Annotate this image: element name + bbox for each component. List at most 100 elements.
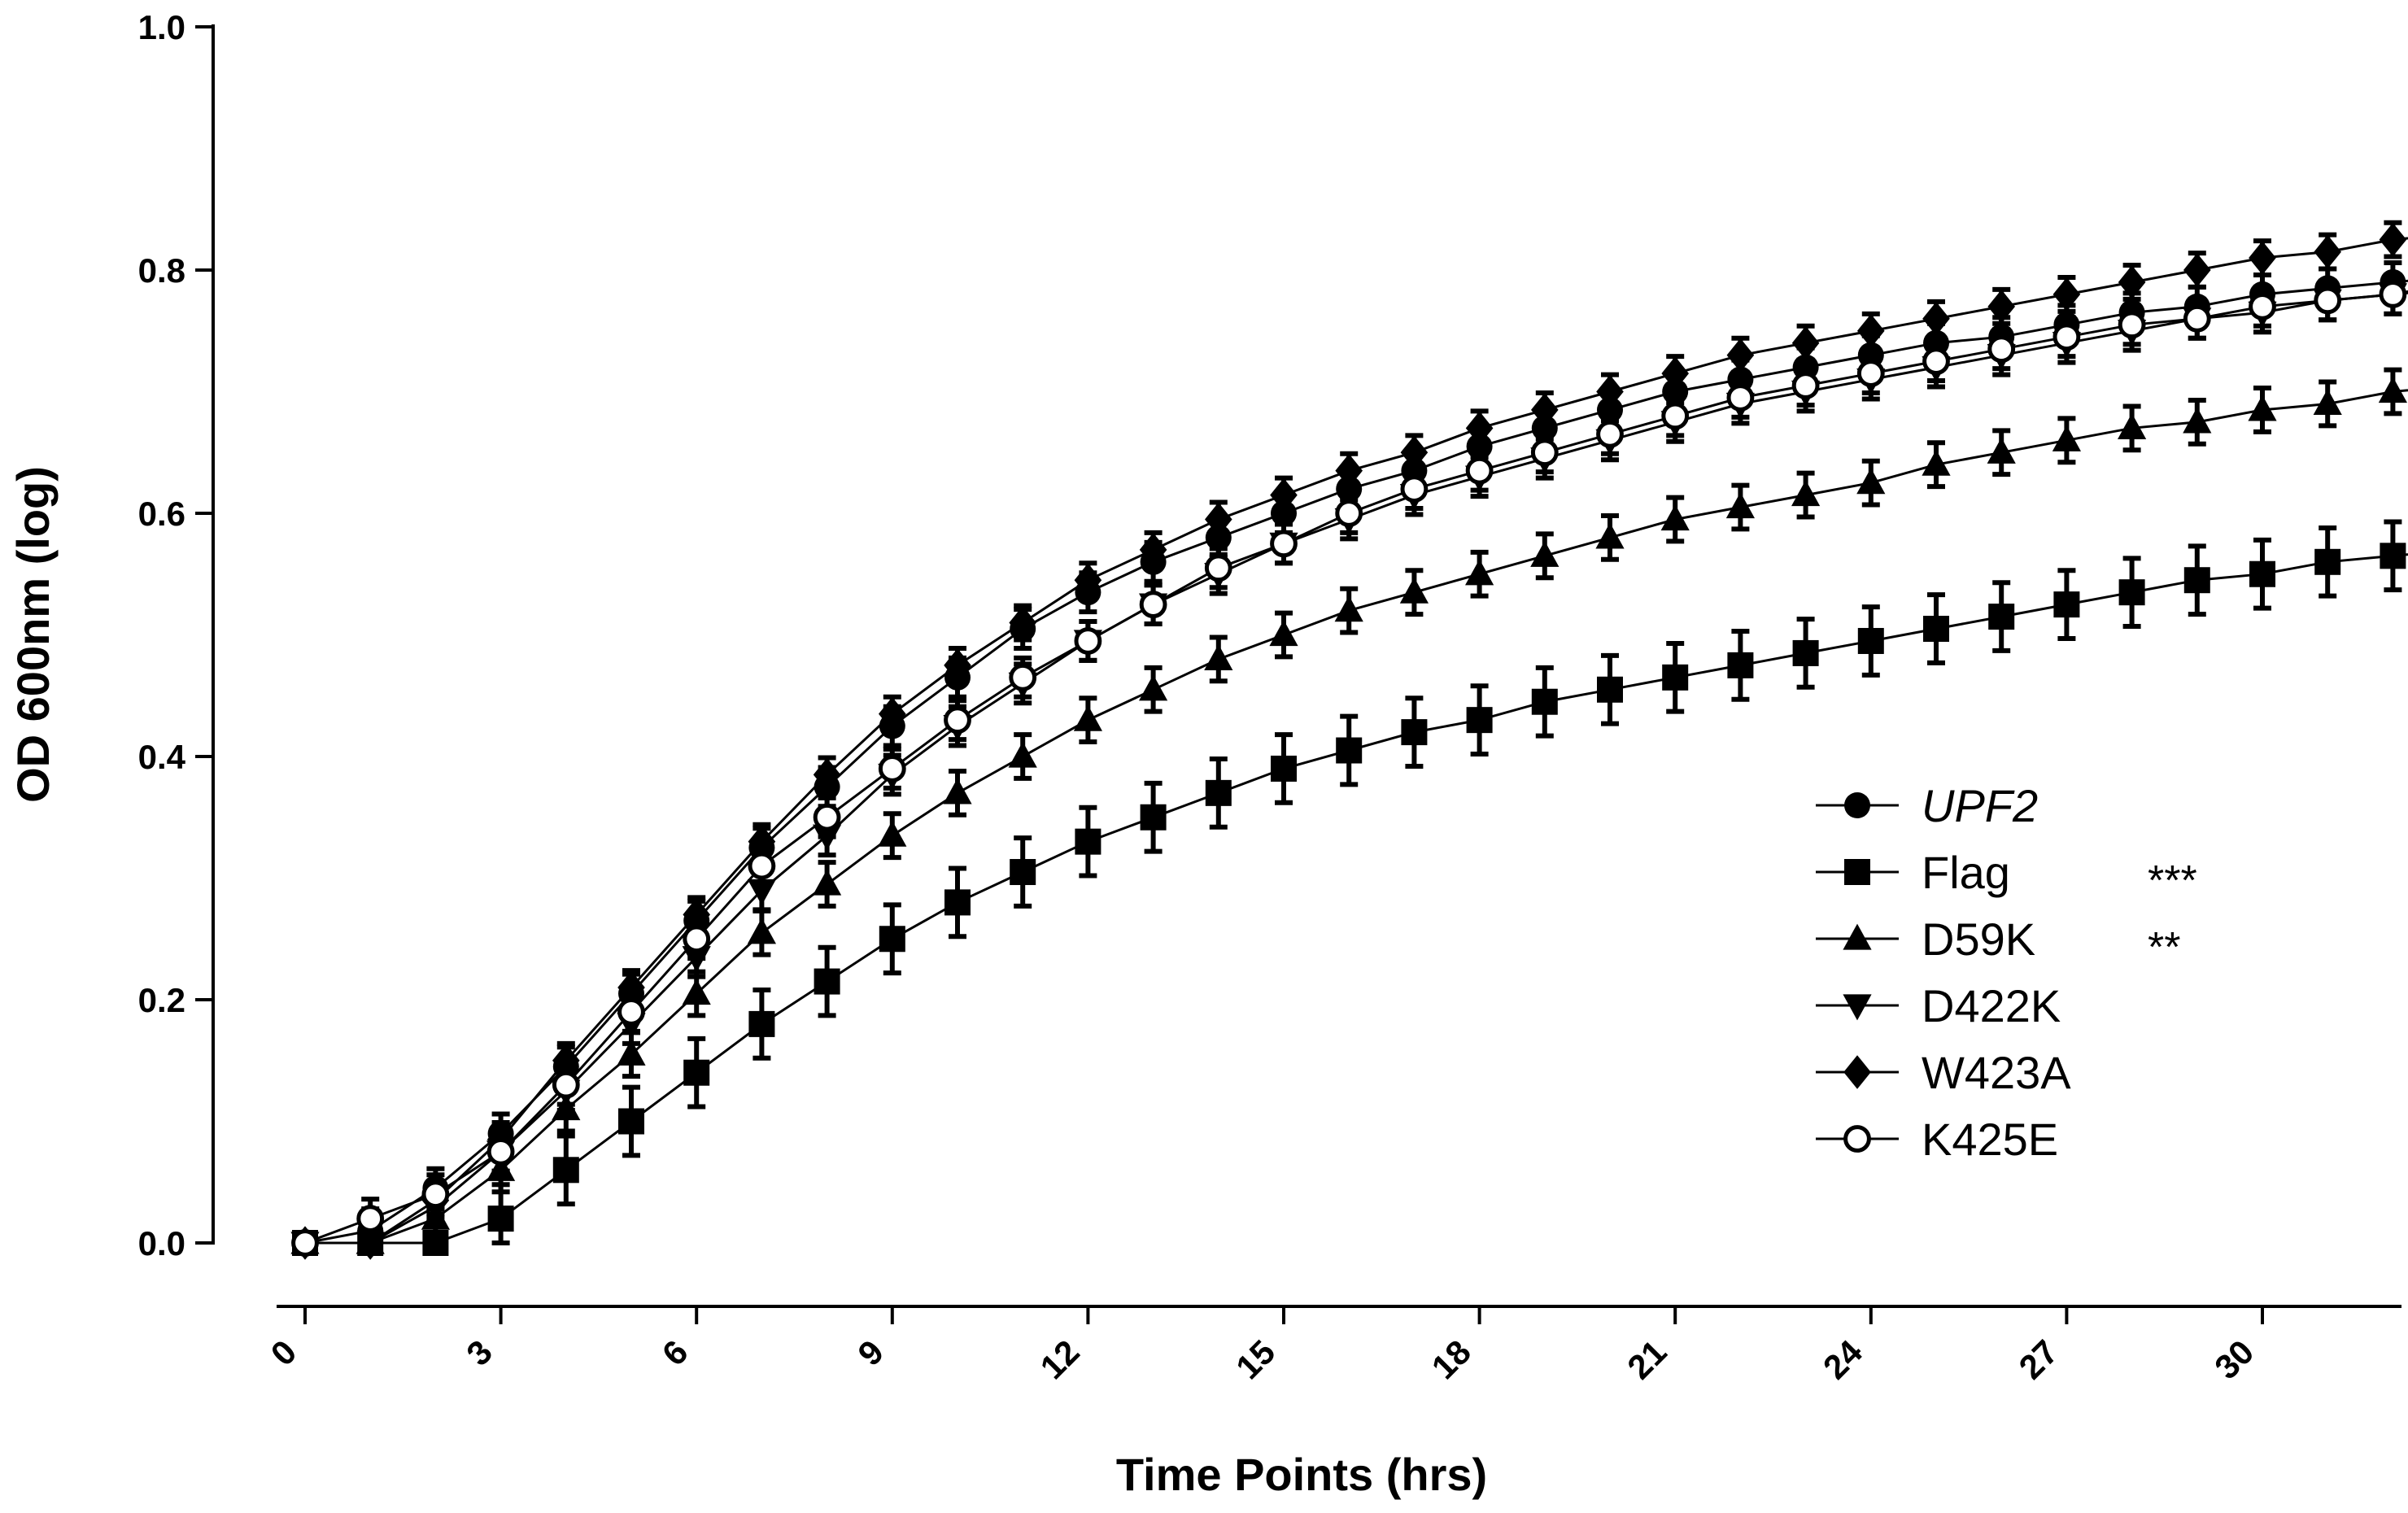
data-point (2052, 323, 2081, 351)
data-point (1922, 449, 1951, 476)
data-point (1009, 605, 1036, 640)
data-point (879, 926, 905, 953)
legend-item-flag: Flag *** (1816, 847, 2197, 905)
data-point (2379, 281, 2407, 308)
data-point (1269, 620, 1298, 647)
data-point (1139, 591, 1167, 619)
data-point (683, 897, 710, 932)
data-point (617, 1039, 646, 1066)
data-point (2183, 567, 2210, 594)
data-point (748, 852, 776, 880)
data-point (944, 648, 971, 682)
data-point (552, 1157, 579, 1184)
x-tick-label: 9 (850, 1332, 891, 1373)
data-point (1792, 639, 1819, 666)
legend-significance: *** (2148, 857, 2197, 905)
data-point (1140, 804, 1167, 831)
data-point (1596, 374, 1624, 409)
data-point (1857, 313, 1885, 348)
legend-item-k425e: K425E (1816, 1114, 2058, 1165)
data-point (486, 1137, 515, 1166)
data-point (1725, 492, 1755, 519)
data-point (1987, 290, 2015, 324)
legend-marker (1843, 1125, 1871, 1153)
y-tick-label: 1.0 (138, 8, 185, 46)
data-point (2313, 389, 2342, 416)
series-line (305, 389, 2408, 1245)
data-point (1791, 480, 1821, 507)
series-d59k (290, 367, 2408, 1254)
data-point (1922, 347, 1950, 376)
series-line (305, 553, 2408, 1245)
data-point (1530, 540, 1560, 567)
series-line (305, 237, 2408, 1245)
x-tick-label: 33 (2403, 1332, 2408, 1386)
data-point (1596, 420, 1624, 448)
legend-marker (1843, 923, 1872, 950)
data-point (1073, 704, 1102, 731)
data-point (1661, 356, 1689, 390)
series-k425e (291, 272, 2408, 1257)
data-point (2118, 311, 2146, 339)
data-point (2118, 265, 2146, 299)
y-ticks: 0.0 0.2 0.4 0.6 0.8 1.0 (138, 8, 213, 1262)
data-point (2314, 286, 2342, 315)
legend-item-upf2: UPF2 (1816, 780, 2038, 831)
data-point (1010, 859, 1036, 886)
data-point (1726, 338, 1755, 373)
data-point (1009, 663, 1037, 691)
x-tick-label: 18 (1424, 1332, 1478, 1386)
x-tick-label: 12 (1032, 1332, 1086, 1386)
data-point (421, 1180, 450, 1209)
data-point (617, 998, 645, 1026)
data-point (2249, 560, 2275, 587)
data-point (2183, 253, 2211, 287)
legend-significance: ** (2148, 924, 2180, 971)
data-point (2314, 548, 2341, 575)
data-point (1335, 453, 1363, 488)
plot-area (290, 220, 2408, 1260)
data-point (813, 869, 842, 896)
data-point (2314, 234, 2341, 269)
data-point (944, 706, 971, 735)
data-point (1204, 554, 1232, 582)
data-point (1856, 360, 1885, 387)
data-point (878, 820, 907, 847)
data-point (1075, 828, 1101, 855)
legend-label: UPF2 (1922, 780, 2038, 831)
data-point (943, 778, 972, 804)
data-point (1727, 652, 1754, 678)
series-flag (292, 519, 2408, 1256)
data-point (1530, 438, 1559, 467)
data-point (2378, 377, 2407, 403)
data-point (1987, 335, 2016, 364)
data-point (1531, 393, 1559, 427)
data-point (1399, 577, 1429, 604)
data-point (748, 824, 776, 859)
data-point (291, 1229, 319, 1257)
data-point (1139, 533, 1167, 567)
data-point (944, 889, 971, 916)
y-tick-label: 0.8 (138, 251, 185, 290)
data-point (1400, 475, 1429, 503)
data-point (748, 1010, 775, 1037)
legend-label: K425E (1922, 1114, 2058, 1165)
data-point (1270, 530, 1298, 558)
data-point (1204, 644, 1233, 670)
data-point (2118, 579, 2145, 606)
data-point (356, 1205, 385, 1232)
data-point (552, 1043, 580, 1078)
data-point (1401, 719, 1428, 746)
data-point (1726, 384, 1755, 412)
data-point (2052, 277, 2081, 312)
data-point (2052, 425, 2081, 451)
data-point (1270, 477, 1298, 512)
data-point (813, 803, 841, 831)
data-point (683, 1059, 710, 1086)
x-tick-label: 21 (1620, 1332, 1673, 1386)
legend-marker (1844, 792, 1870, 818)
y-tick-label: 0.2 (138, 981, 185, 1019)
data-point (618, 1108, 644, 1135)
data-point (1465, 411, 1494, 446)
